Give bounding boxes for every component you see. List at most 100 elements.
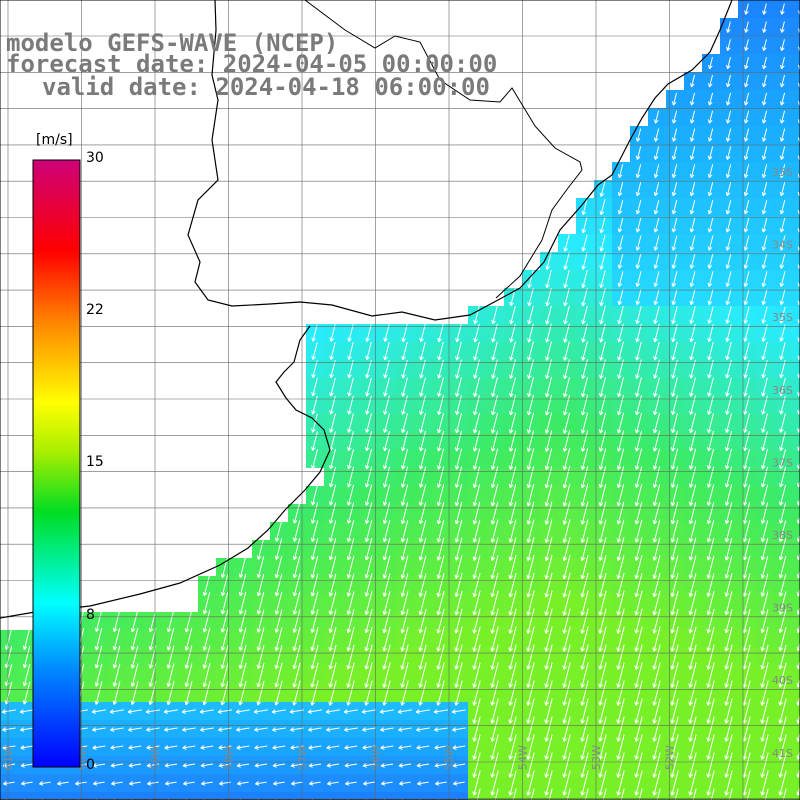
coastline (187, 0, 733, 321)
wind-arrow (473, 377, 480, 397)
wind-arrow (365, 413, 372, 433)
wind-arrow (653, 217, 660, 233)
wind-arrow (200, 727, 214, 732)
wind-arrow (708, 74, 714, 88)
wind-arrow (363, 781, 375, 786)
wind-arrow (670, 519, 679, 543)
wind-arrow (183, 781, 195, 786)
wind-arrow (634, 537, 643, 561)
wind-arrow (706, 555, 715, 579)
wind-arrow (671, 253, 678, 269)
wind-arrow (347, 342, 354, 361)
forecast-date: forecast date: 2024-04-05 00:00:00 (6, 50, 498, 78)
wind-arrow (398, 745, 412, 750)
wind-arrow (472, 537, 481, 561)
wind-arrow (184, 627, 193, 651)
wind-arrow (238, 645, 247, 670)
wind-arrow (346, 626, 355, 652)
wind-arrow (778, 716, 787, 742)
wind-arrow (310, 609, 319, 633)
wind-arrow (743, 199, 750, 215)
wind-arrow (724, 466, 733, 488)
wind-arrow (310, 502, 319, 524)
wind-arrow (238, 556, 247, 579)
wind-arrow (310, 591, 319, 615)
wind-cell (792, 774, 800, 792)
wind-arrow (562, 572, 571, 598)
wind-arrow (472, 644, 481, 670)
wind-arrow (652, 662, 661, 688)
lon-label: 56W (370, 745, 383, 770)
wind-arrow (364, 662, 373, 688)
wind-arrow (508, 662, 517, 688)
wind-arrow (762, 39, 767, 52)
wind-arrow (418, 626, 427, 652)
wind-arrow (580, 412, 589, 434)
wind-arrow (346, 555, 355, 579)
wind-arrow (527, 305, 534, 325)
wind-arrow (634, 698, 643, 724)
wind-arrow (290, 763, 304, 768)
wind-arrow (526, 430, 535, 452)
wind-arrow (2, 763, 16, 768)
wind-arrow (671, 289, 678, 306)
wind-arrow (328, 609, 337, 634)
wind-arrow (364, 680, 373, 706)
wind-cell (792, 522, 800, 540)
wind-arrow (778, 502, 787, 524)
wind-arrow (238, 573, 247, 597)
wind-arrow (473, 341, 480, 361)
wind-arrow (256, 591, 265, 615)
wind-arrow (364, 502, 373, 524)
wind-arrow (598, 662, 607, 688)
wind-arrow (616, 680, 625, 706)
wind-cell (792, 306, 800, 324)
wind-cell (306, 792, 324, 800)
wind-cell (594, 792, 612, 800)
wind-arrow (380, 763, 394, 768)
wind-arrow (796, 730, 800, 742)
wind-arrow (706, 734, 715, 760)
wind-arrow (688, 644, 697, 670)
wind-arrow (796, 766, 800, 778)
wind-arrow (616, 483, 625, 507)
wind-arrow (635, 289, 642, 306)
wind-arrow (419, 341, 426, 361)
wind-arrow (220, 574, 229, 597)
wind-arrow (671, 395, 678, 416)
wind-arrow (311, 342, 318, 360)
wind-arrow (670, 501, 679, 525)
wind-arrow (796, 784, 800, 796)
wind-arrow (526, 770, 535, 796)
wind-arrow (598, 626, 607, 652)
wind-arrow (653, 377, 660, 397)
wind-arrow (634, 590, 643, 616)
wind-arrow (652, 537, 661, 561)
wind-arrow (490, 770, 499, 796)
wind-arrow (562, 501, 571, 525)
wind-arrow (762, 74, 768, 88)
wind-cell (648, 792, 666, 800)
wind-arrow (670, 680, 679, 706)
wind-arrow (472, 519, 481, 543)
wind-arrow (563, 252, 570, 270)
wind-arrow (346, 644, 355, 670)
wind-arrow (742, 520, 751, 543)
wind-arrow (307, 709, 322, 714)
wind-arrow (400, 519, 409, 543)
wind-arrow (526, 752, 535, 778)
wind-cell (144, 792, 162, 800)
wind-arrow (365, 431, 372, 452)
wind-arrow (544, 752, 553, 778)
wind-arrow (418, 644, 427, 670)
wind-arrow (707, 395, 714, 415)
wind-cell (792, 396, 800, 414)
wind-arrow (598, 483, 607, 507)
wind-arrow (598, 555, 607, 580)
wind-arrow (598, 501, 607, 525)
wind-arrow (530, 788, 535, 800)
wind-arrow (562, 608, 571, 634)
wind-arrow (544, 430, 553, 452)
